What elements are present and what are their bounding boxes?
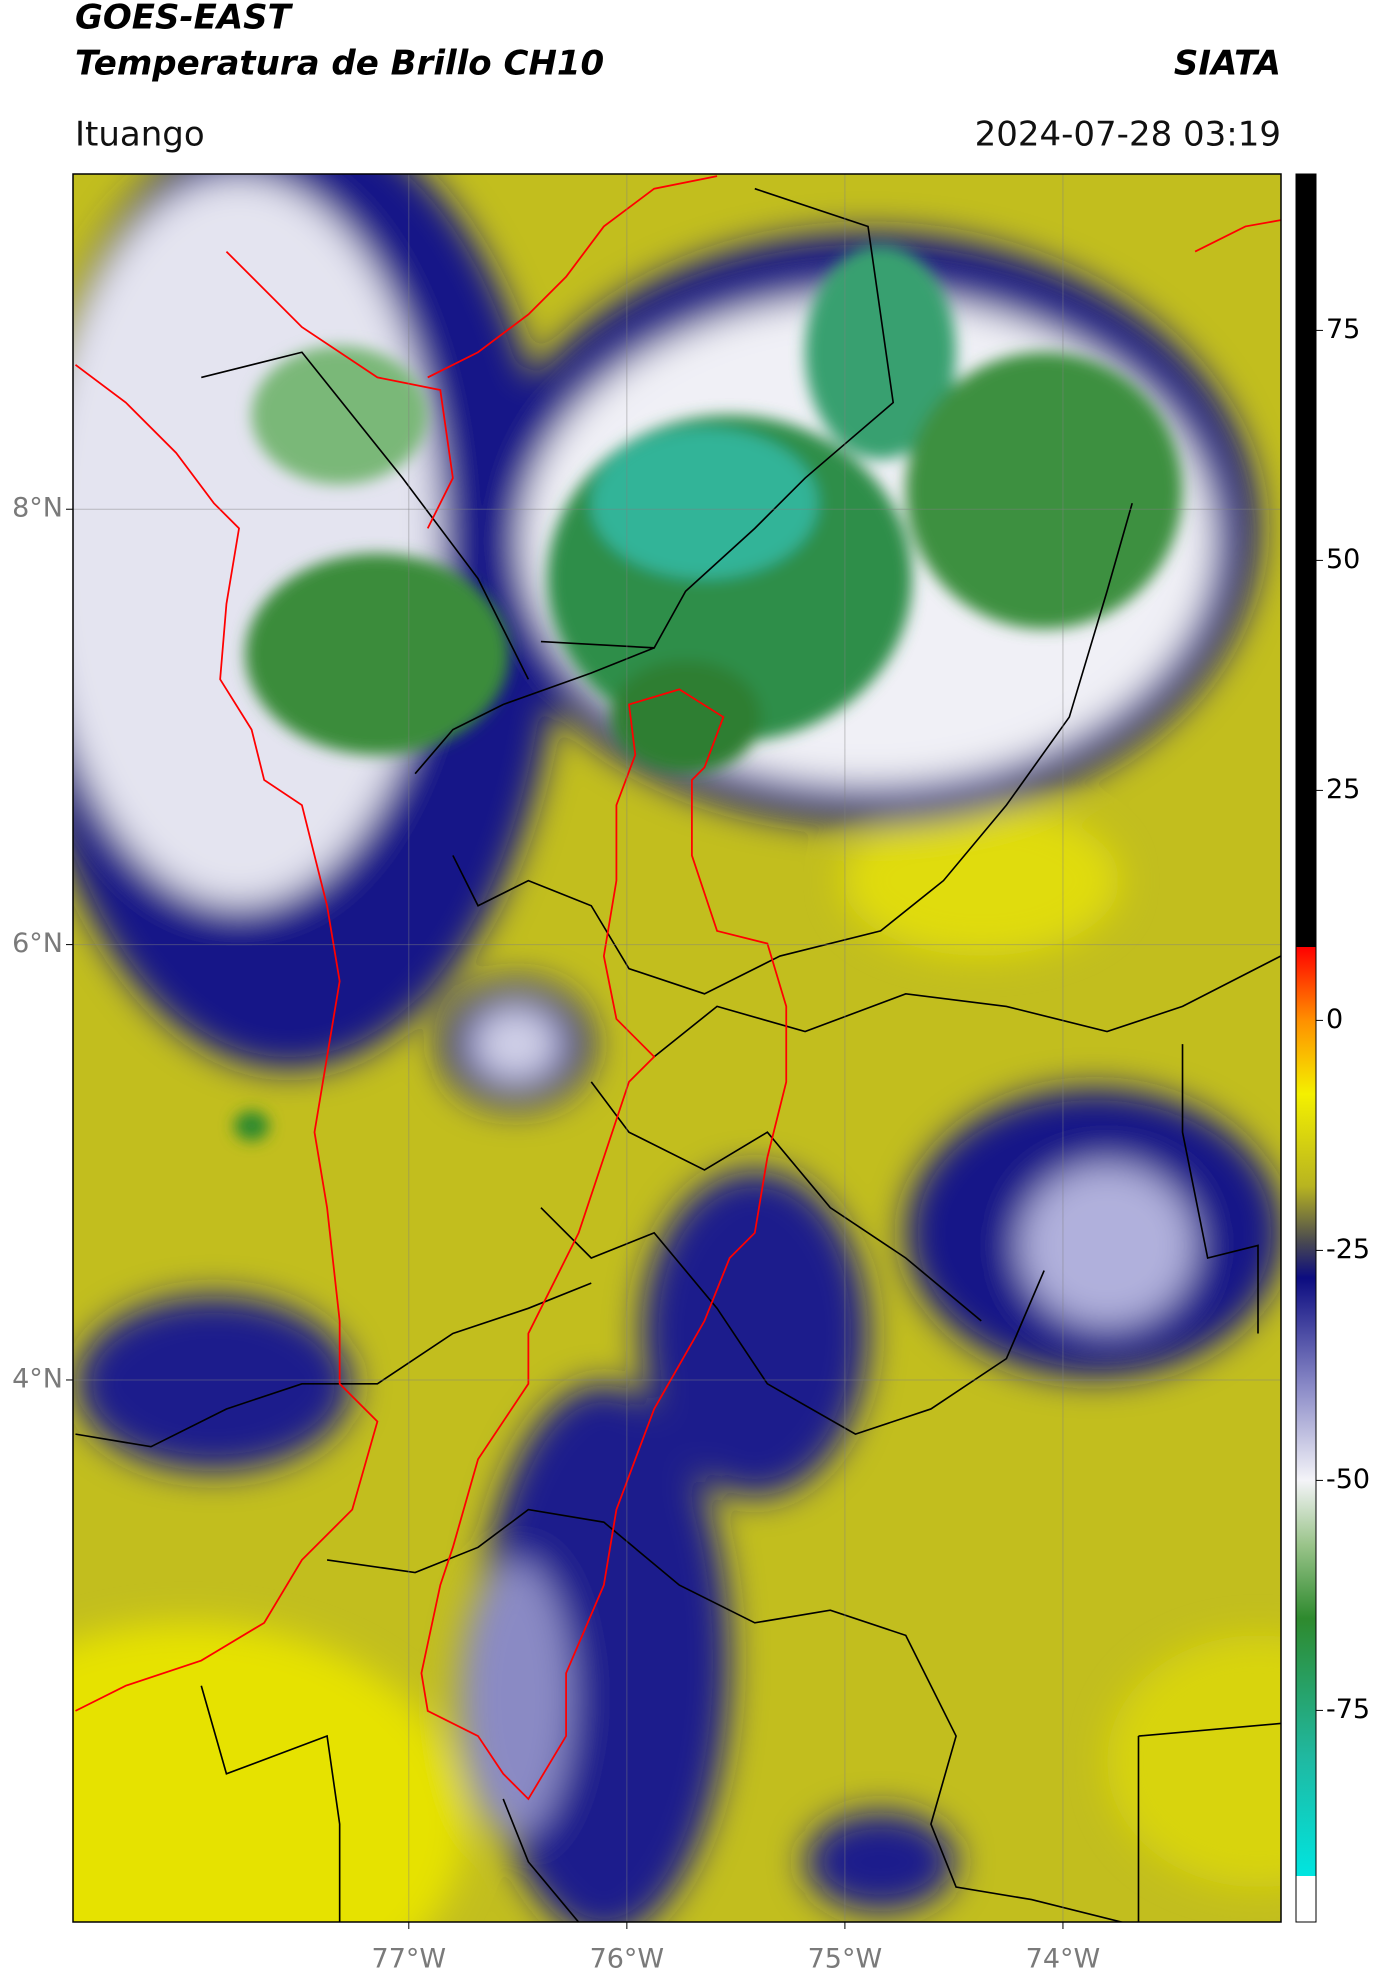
x-tick-label: 77°W <box>372 1944 447 1975</box>
colorbar <box>1295 173 1317 1923</box>
colorbar-tick-label: -75 <box>1326 1694 1370 1725</box>
colorbar-tick-label: -50 <box>1326 1464 1370 1495</box>
grid <box>73 174 1281 1922</box>
title: GOES-EAST <box>75 0 294 38</box>
colorbar-tick-label: 25 <box>1326 774 1360 805</box>
colorbar-tick-label: 75 <box>1326 314 1360 345</box>
source: SIATA <box>1174 44 1281 84</box>
x-tick-label: 74°W <box>1026 1944 1101 1975</box>
colorbar-tick-label: 0 <box>1326 1004 1343 1035</box>
timestamp: 2024-07-28 03:19 <box>975 115 1281 155</box>
map-frame <box>72 173 1282 1923</box>
y-tick-label: 6°N <box>12 928 63 959</box>
x-tick-label: 75°W <box>808 1944 883 1975</box>
location: Ituango <box>75 115 205 155</box>
y-tick-label: 8°N <box>12 493 63 524</box>
colorbar-tick-label: -25 <box>1326 1234 1370 1265</box>
subtitle: Temperatura de Brillo CH10 <box>75 44 604 84</box>
satellite-image <box>73 174 1281 1922</box>
colorbar-tick-label: 50 <box>1326 544 1360 575</box>
x-tick-label: 76°W <box>590 1944 665 1975</box>
y-tick-label: 4°N <box>12 1363 63 1394</box>
